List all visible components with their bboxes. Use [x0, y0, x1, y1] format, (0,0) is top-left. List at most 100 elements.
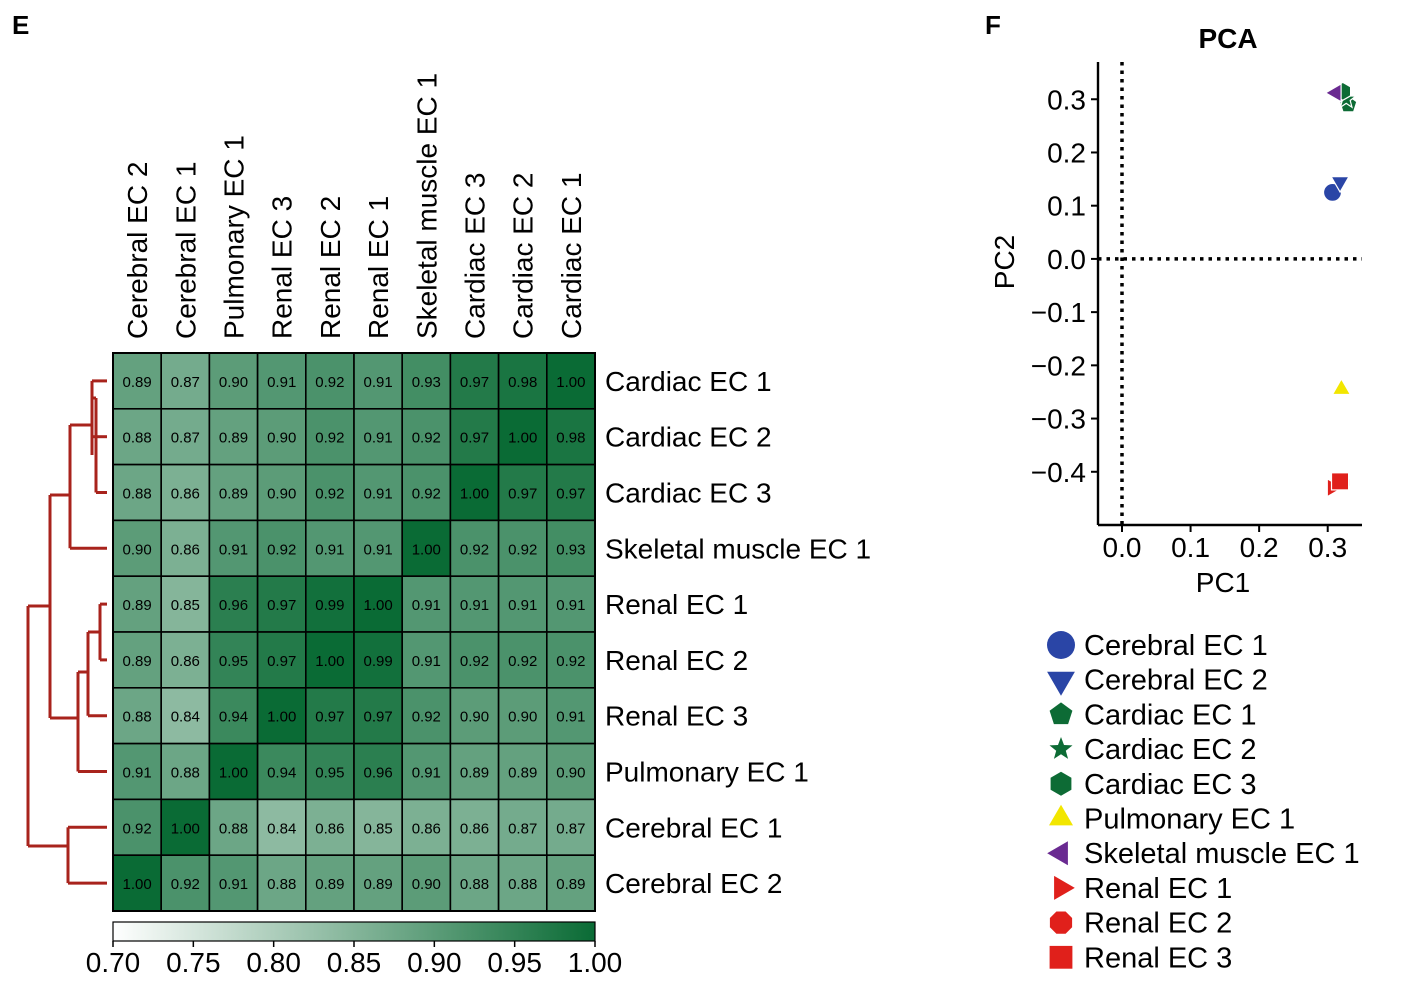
pca-y-tick-label: 0.2 — [1047, 137, 1086, 168]
pca-legend-marker — [1054, 875, 1075, 900]
heatmap-cell-label: 0.87 — [171, 430, 200, 447]
heatmap-cell-label: 0.96 — [219, 597, 248, 614]
heatmap-cell — [353, 407, 404, 466]
heatmap-cell-label: 0.90 — [219, 374, 248, 391]
pca-legend-marker — [1049, 804, 1073, 826]
heatmap-cell-label: 0.89 — [219, 486, 248, 503]
heatmap-cell-label: 0.88 — [122, 709, 151, 726]
heatmap-cell-label: 0.90 — [267, 430, 296, 447]
colorbar-tick-label: 0.80 — [246, 947, 301, 978]
heatmap-column-label: Cardiac EC 1 — [556, 172, 587, 339]
colorbar-tick-label: 0.75 — [166, 947, 221, 978]
heatmap-row-label: Cerebral EC 1 — [605, 812, 782, 843]
heatmap-cell — [160, 798, 211, 857]
heatmap-cell — [256, 407, 307, 466]
pca-legend-label: Cardiac EC 2 — [1084, 734, 1256, 766]
heatmap-border — [112, 352, 596, 912]
heatmap-cell-label: 0.97 — [315, 709, 344, 726]
heatmap-cell — [497, 407, 548, 466]
heatmap-cell-label: 0.97 — [267, 597, 296, 614]
heatmap-cell-label: 0.97 — [460, 430, 489, 447]
heatmap-cell — [449, 854, 500, 912]
pca-legend-label: Cardiac EC 3 — [1084, 769, 1256, 801]
pca-y-tick-label: −0.2 — [1031, 350, 1086, 381]
heatmap-column-label: Skeletal muscle EC 1 — [411, 73, 442, 339]
heatmap-cell-label: 1.00 — [556, 374, 585, 391]
heatmap-cell-label: 0.87 — [508, 820, 537, 837]
heatmap-cell-label: 0.98 — [556, 430, 585, 447]
heatmap-cell — [449, 352, 500, 410]
heatmap-cell-label: 0.89 — [508, 765, 537, 782]
heatmap-cell-label: 0.91 — [363, 374, 392, 391]
heatmap-cell-label: 0.92 — [508, 541, 537, 558]
heatmap-cell-label: 0.88 — [460, 876, 489, 893]
heatmap-cell-label: 0.84 — [171, 709, 200, 726]
heatmap-cell-label: 0.91 — [412, 597, 441, 614]
heatmap-cell — [208, 631, 259, 689]
heatmap-cell-label: 0.90 — [412, 876, 441, 893]
heatmap-cell-label: 0.85 — [171, 597, 200, 614]
heatmap-cell — [208, 463, 259, 522]
heatmap-cell-label: 1.00 — [219, 765, 248, 782]
heatmap-cell-label: 0.90 — [460, 709, 489, 726]
heatmap-cell-label: 0.89 — [315, 876, 344, 893]
heatmap-cell — [401, 742, 452, 801]
colorbar-tick-label: 0.85 — [327, 947, 382, 978]
heatmap-cell-label: 0.88 — [508, 876, 537, 893]
heatmap-column-label: Cerebral EC 2 — [122, 162, 153, 339]
heatmap-row-label: Renal EC 3 — [605, 701, 748, 732]
heatmap-cell-label: 0.87 — [556, 820, 585, 837]
heatmap-cell-label: 0.97 — [363, 709, 392, 726]
heatmap-cell-label: 0.86 — [171, 653, 200, 670]
heatmap-cell — [401, 407, 452, 466]
heatmap-cell — [401, 463, 452, 522]
heatmap-row-label: Cardiac EC 1 — [605, 366, 772, 397]
heatmap-column-label: Cerebral EC 1 — [170, 162, 201, 339]
colorbar-tick-label: 1.00 — [568, 947, 623, 978]
heatmap-cell — [497, 798, 548, 857]
heatmap-column-label: Pulmonary EC 1 — [219, 135, 250, 339]
heatmap-cell-label: 0.91 — [315, 541, 344, 558]
heatmap-cell-label: 0.92 — [412, 486, 441, 503]
pca-legend-marker — [1049, 945, 1073, 969]
pca-legend-marker — [1047, 841, 1068, 866]
heatmap-cell-label: 0.97 — [460, 374, 489, 391]
heatmap-cell — [353, 575, 404, 633]
heatmap-cell-label: 0.99 — [363, 653, 392, 670]
heatmap-cell — [304, 854, 355, 912]
colorbar-tick-label: 0.90 — [407, 947, 462, 978]
heatmap-cell — [160, 575, 211, 633]
heatmap-cell — [401, 519, 452, 578]
pca-legend-marker — [1050, 771, 1072, 796]
pca-legend-label: Renal EC 3 — [1084, 942, 1232, 974]
heatmap-cell — [497, 463, 548, 522]
dendrogram — [26, 379, 107, 885]
pca-point — [1324, 82, 1342, 103]
pca-legend-label: Skeletal muscle EC 1 — [1084, 838, 1360, 870]
heatmap-cell-label: 0.97 — [556, 486, 585, 503]
heatmap-row-label: Pulmonary EC 1 — [605, 757, 809, 788]
pca-title: PCA — [1198, 23, 1257, 54]
heatmap-cell — [160, 463, 211, 522]
heatmap-cell-label: 0.91 — [363, 541, 392, 558]
heatmap-cell-label: 0.88 — [122, 430, 151, 447]
heatmap-cell — [449, 575, 500, 633]
pca-legend-marker — [1049, 702, 1073, 725]
heatmap-cell-label: 0.96 — [363, 765, 392, 782]
heatmap-cell — [160, 742, 211, 801]
pca-plot: PCA PC1 PC2 0.0 0.1 0.2 0.3 0.3 0.2 0.1 0.0 −0.1… — [989, 23, 1362, 598]
heatmap-cell-label: 0.88 — [267, 876, 296, 893]
pca-point — [1331, 377, 1352, 396]
heatmap-cell — [304, 798, 355, 857]
colorbar: 0.70 0.75 0.80 0.85 0.90 0.95 1.00 — [86, 921, 623, 978]
pca-legend-label: Renal EC 1 — [1084, 873, 1232, 905]
heatmap-cell-label: 0.91 — [219, 541, 248, 558]
heatmap-column-label: Cardiac EC 2 — [508, 172, 539, 339]
heatmap-cell-label: 0.91 — [363, 430, 392, 447]
pca-point — [1330, 176, 1351, 194]
heatmap-cell — [112, 854, 163, 912]
heatmap-cell — [449, 798, 500, 857]
heatmap-cell-label: 1.00 — [267, 709, 296, 726]
heatmap-cell-label: 1.00 — [412, 541, 441, 558]
